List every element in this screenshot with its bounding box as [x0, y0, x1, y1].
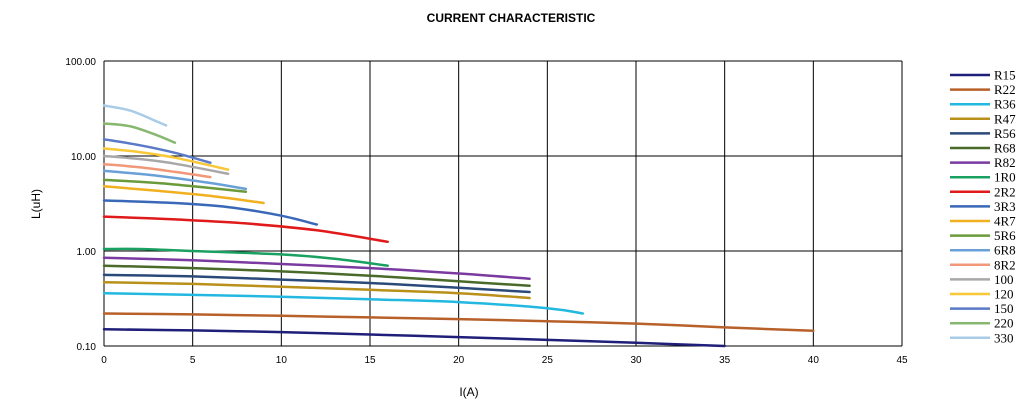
x-axis-label: I(A)	[459, 385, 478, 399]
x-tick-label: 10	[276, 355, 288, 366]
x-tick-label: 30	[630, 355, 642, 366]
y-axis-label: L(uH)	[29, 189, 43, 219]
x-tick-label: 40	[808, 355, 820, 366]
x-tick-label: 15	[364, 355, 376, 366]
legend-label-330: 330	[994, 330, 1014, 345]
series-line-2r2	[102, 215, 389, 244]
legend-label-r68: R68	[994, 141, 1016, 156]
x-tick-label: 45	[896, 355, 908, 366]
series-line-r15	[102, 328, 726, 348]
series-line-220	[102, 122, 177, 144]
legend-label-3r3: 3R3	[994, 199, 1016, 214]
series-line-120	[102, 147, 230, 171]
legend-label-5r6: 5R6	[994, 228, 1016, 243]
legend: R15R22R36R47R56R68R821R02R23R34R75R66R88…	[950, 68, 1016, 345]
series-line-r22	[102, 312, 815, 332]
legend-label-r82: R82	[994, 155, 1016, 170]
legend-label-r15: R15	[994, 68, 1016, 83]
series-lines	[102, 104, 815, 348]
series-line-r47	[102, 280, 531, 300]
x-tick-label: 5	[190, 355, 196, 366]
legend-label-8r2: 8R2	[994, 257, 1016, 272]
legend-label-2r2: 2R2	[994, 184, 1016, 199]
legend-label-r22: R22	[994, 82, 1016, 97]
series-line-1r0	[102, 247, 389, 267]
series-line-8r2	[102, 162, 212, 179]
series-line-6r8	[102, 169, 248, 191]
grid-lines	[103, 60, 903, 347]
y-tick-label: 10.00	[71, 152, 96, 163]
legend-label-120: 120	[994, 287, 1014, 302]
x-tick-label: 0	[101, 355, 107, 366]
series-line-r82	[102, 256, 531, 281]
legend-label-r36: R36	[994, 97, 1016, 112]
series-line-330	[102, 104, 168, 127]
y-axis-ticks: 0.10 1.00 10.00 100.00	[65, 57, 96, 353]
legend-label-r47: R47	[994, 111, 1016, 126]
x-tick-label: 20	[453, 355, 465, 366]
series-line-4r7	[102, 185, 265, 205]
legend-label-6r8: 6R8	[994, 243, 1016, 258]
x-axis-ticks: 0 5 10 15 20 25 30 35 40 45	[101, 355, 908, 366]
series-line-5r6	[102, 178, 248, 194]
legend-label-220: 220	[994, 316, 1014, 331]
series-line-r56	[102, 273, 531, 294]
x-tick-label: 25	[542, 355, 554, 366]
y-tick-label: 1.00	[77, 247, 97, 258]
series-line-r36	[102, 291, 585, 315]
y-tick-label: 100.00	[65, 57, 96, 68]
series-line-150	[102, 138, 212, 164]
legend-label-r56: R56	[994, 126, 1016, 141]
x-tick-label: 35	[719, 355, 731, 366]
legend-label-150: 150	[994, 301, 1014, 316]
chart-title: CURRENT CHARACTERISTIC	[426, 11, 596, 25]
legend-label-4r7: 4R7	[994, 214, 1016, 229]
y-tick-label: 0.10	[77, 342, 97, 353]
legend-label-1r0: 1R0	[994, 170, 1016, 185]
series-line-r68	[102, 264, 531, 288]
series-line-100	[102, 154, 230, 176]
series-line-3r3	[102, 199, 319, 226]
legend-label-100: 100	[994, 272, 1014, 287]
